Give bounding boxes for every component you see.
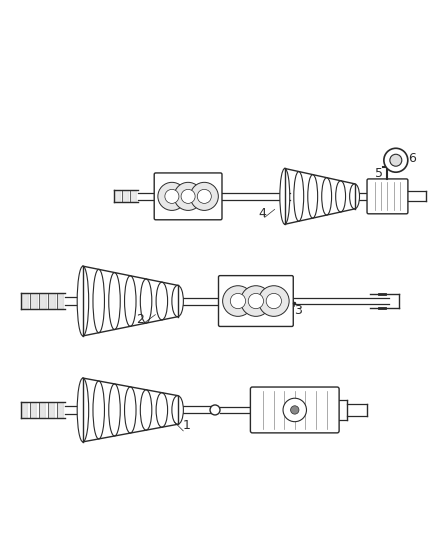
Text: 4: 4	[259, 207, 267, 220]
Text: 3: 3	[293, 304, 301, 317]
Circle shape	[158, 182, 186, 211]
Ellipse shape	[336, 181, 346, 212]
Text: 1: 1	[182, 419, 190, 432]
Text: 6: 6	[408, 152, 416, 165]
FancyBboxPatch shape	[251, 387, 339, 433]
Circle shape	[390, 154, 402, 166]
Ellipse shape	[77, 378, 88, 442]
Ellipse shape	[322, 177, 332, 215]
Circle shape	[174, 182, 202, 211]
Circle shape	[181, 189, 195, 204]
Circle shape	[210, 405, 220, 415]
Circle shape	[248, 293, 264, 309]
Ellipse shape	[350, 184, 360, 209]
Ellipse shape	[109, 384, 120, 436]
Circle shape	[240, 286, 271, 317]
Circle shape	[197, 189, 211, 204]
Ellipse shape	[156, 393, 168, 427]
Ellipse shape	[140, 279, 152, 323]
Circle shape	[290, 406, 299, 414]
Ellipse shape	[156, 282, 168, 320]
Ellipse shape	[93, 381, 105, 439]
Text: 5: 5	[375, 167, 383, 180]
Circle shape	[230, 293, 246, 309]
FancyBboxPatch shape	[219, 276, 293, 326]
Ellipse shape	[308, 175, 318, 218]
Text: 2: 2	[137, 313, 145, 326]
Circle shape	[258, 286, 289, 317]
Circle shape	[165, 189, 179, 204]
Ellipse shape	[280, 168, 290, 224]
Ellipse shape	[124, 387, 136, 433]
Ellipse shape	[294, 172, 304, 221]
Circle shape	[190, 182, 218, 211]
Ellipse shape	[124, 276, 136, 326]
FancyBboxPatch shape	[154, 173, 222, 220]
Ellipse shape	[140, 390, 152, 430]
Circle shape	[266, 293, 282, 309]
Circle shape	[384, 148, 408, 172]
Ellipse shape	[109, 272, 120, 329]
Ellipse shape	[93, 269, 105, 333]
FancyBboxPatch shape	[367, 179, 408, 214]
Ellipse shape	[77, 266, 88, 336]
Ellipse shape	[172, 285, 184, 317]
Circle shape	[223, 286, 253, 317]
Circle shape	[283, 398, 307, 422]
Ellipse shape	[172, 395, 184, 424]
